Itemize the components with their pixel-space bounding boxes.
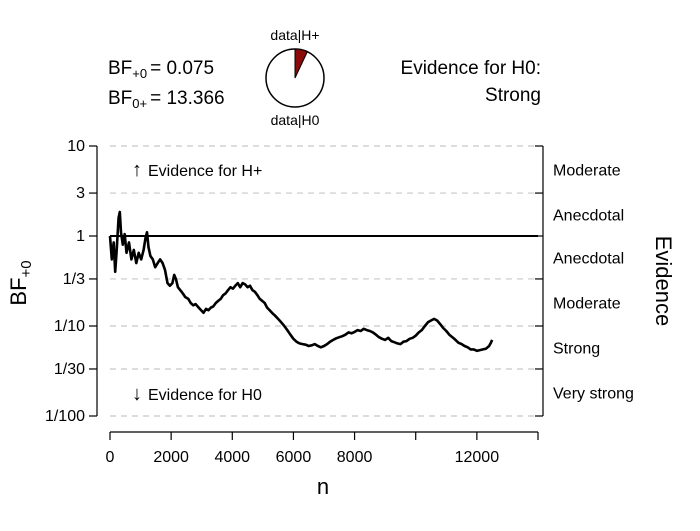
pie-chart [265, 48, 325, 108]
evidence-summary-line1: Evidence for H0: [401, 58, 541, 79]
evidence-category-label: Moderate [553, 295, 621, 312]
pie-label-bottom: data|H0 [271, 112, 320, 128]
x-tick-label: 2000 [153, 449, 189, 466]
evidence-category-label: Very strong [553, 385, 634, 402]
evidence-category-label: Anecdotal [553, 250, 624, 267]
y-tick-label: 1/30 [54, 361, 85, 378]
x-tick-label: 12000 [455, 449, 500, 466]
y-axis: 10 3 1 1/3 1/10 1/30 1/100 [45, 138, 98, 425]
y-axis-title: BF+0 [6, 260, 35, 305]
pie-label-top: data|H+ [270, 27, 319, 43]
evidence-category-label: Strong [553, 340, 600, 357]
y-tick-label: 3 [76, 185, 85, 202]
x-axis-title: n [317, 474, 329, 499]
y-tick-label: 10 [67, 138, 85, 155]
y-tick-label: 1/3 [63, 271, 85, 288]
evidence-category-label: Moderate [553, 162, 621, 179]
y-tick-label: 1 [76, 228, 85, 245]
bf-series-line [108, 210, 494, 353]
y-tick-label: 1/100 [45, 408, 85, 425]
x-axis: 0 2000 4000 6000 8000 12000 [106, 431, 539, 466]
evidence-category-label: Anecdotal [553, 208, 624, 225]
pie-slice-h-plus [294, 48, 309, 79]
y-tick-label: 1/10 [54, 318, 85, 335]
x-tick-label: 0 [106, 449, 115, 466]
evidence-axis: Moderate Anecdotal Anecdotal Moderate Strong… [535, 145, 634, 417]
bf01-label: BF0+ = 13.366 [108, 88, 225, 111]
bf10-label: BF+0 = 0.075 [108, 58, 214, 81]
evidence-axis-title: Evidence [651, 236, 676, 327]
gridlines [110, 145, 538, 417]
evidence-summary-line2: Strong [485, 85, 541, 106]
x-tick-label: 6000 [276, 449, 312, 466]
annotation-evidence-h0: ↓ Evidence for H0 [132, 383, 262, 405]
annotation-evidence-h-plus: ↑ Evidence for H+ [132, 159, 262, 181]
x-tick-label: 4000 [214, 449, 250, 466]
x-tick-label: 8000 [337, 449, 373, 466]
